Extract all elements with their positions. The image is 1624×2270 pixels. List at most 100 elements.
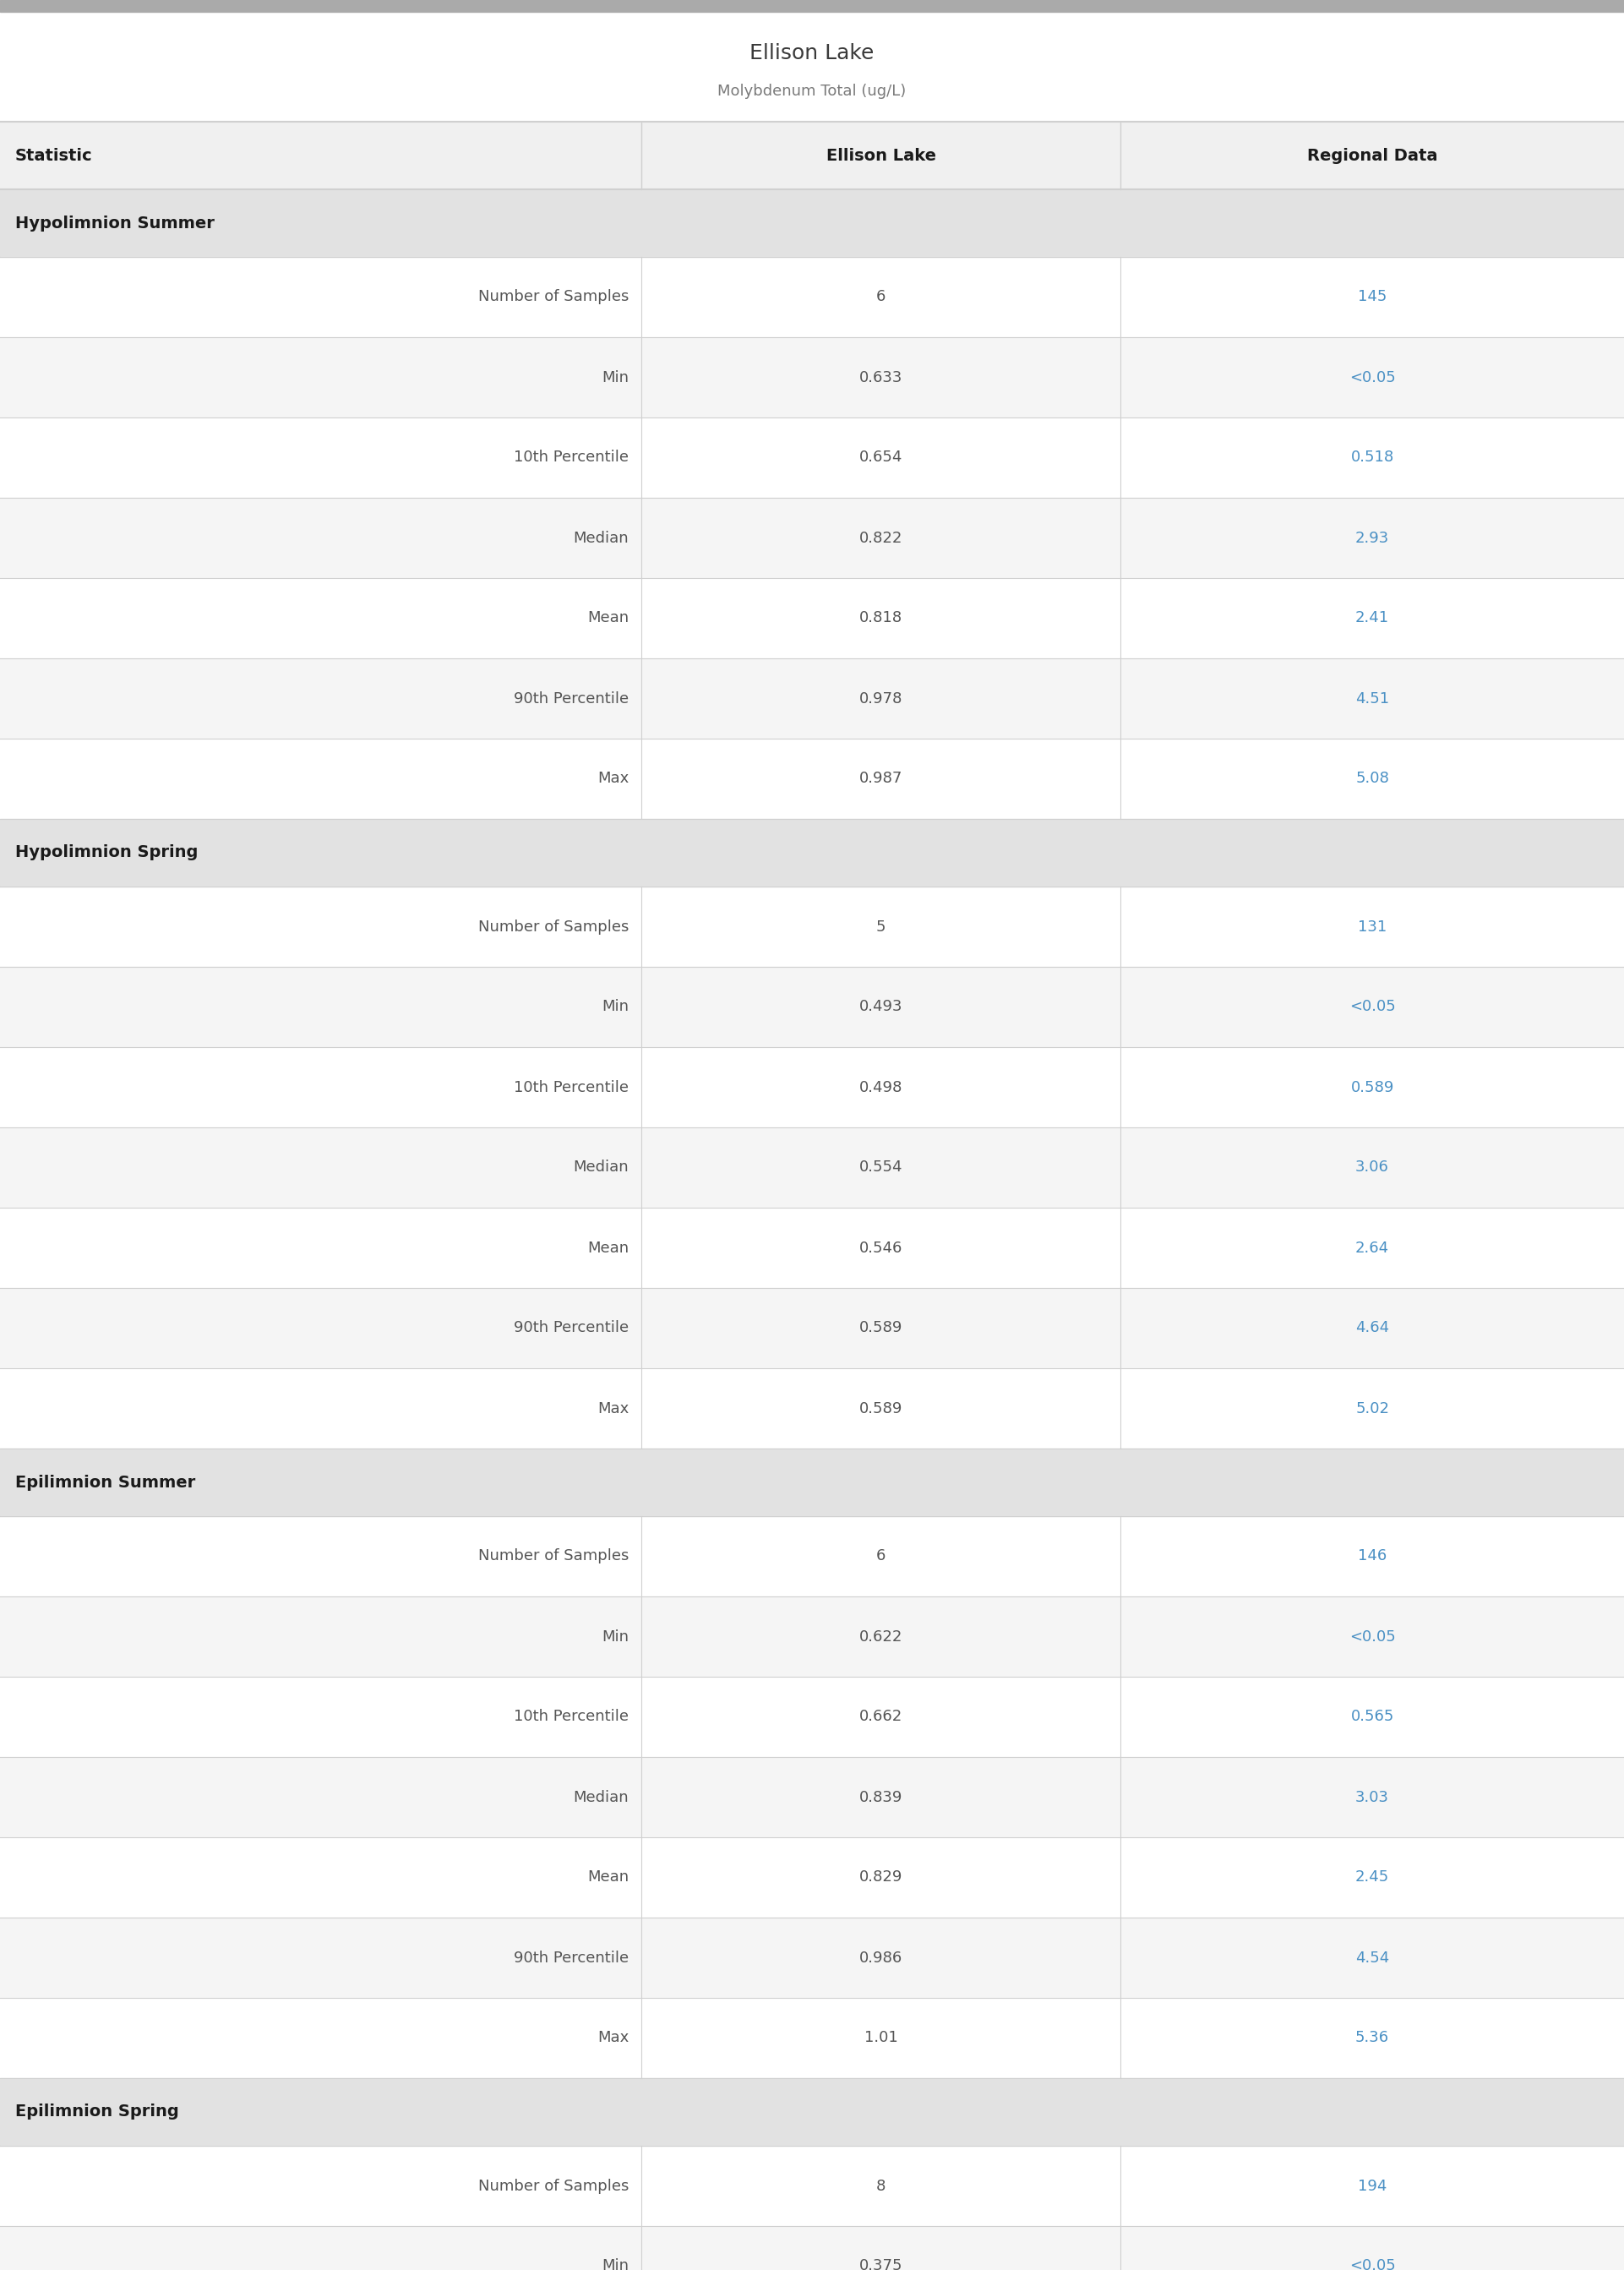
Text: Ellison Lake: Ellison Lake [750,43,874,64]
Text: <0.05: <0.05 [1350,999,1395,1015]
Bar [0,0,1624,11]
Text: 131: 131 [1358,919,1387,935]
Bar [0,1836,1624,1918]
Text: Min: Min [603,999,628,1015]
Text: 0.986: 0.986 [859,1950,903,1966]
Text: 0.589: 0.589 [1351,1081,1393,1094]
Bar [0,1998,1624,2077]
Text: <0.05: <0.05 [1350,2259,1395,2270]
Text: 0.518: 0.518 [1351,449,1393,465]
Text: 0.589: 0.589 [859,1401,903,1416]
Text: Number of Samples: Number of Samples [477,1548,628,1564]
Text: 0.654: 0.654 [859,449,903,465]
Bar [0,1596,1624,1678]
Text: Max: Max [598,772,628,785]
Text: Statistic: Statistic [15,148,93,163]
Text: 145: 145 [1358,291,1387,304]
Text: Number of Samples: Number of Samples [477,2179,628,2193]
Text: 90th Percentile: 90th Percentile [513,690,628,706]
Text: 0.987: 0.987 [859,772,903,785]
Text: Median: Median [573,531,628,545]
Text: 4.54: 4.54 [1356,1950,1389,1966]
Text: 0.589: 0.589 [859,1321,903,1335]
Text: Epilimnion Summer: Epilimnion Summer [15,1473,195,1491]
Text: 10th Percentile: 10th Percentile [513,1081,628,1094]
Text: Mean: Mean [588,1870,628,1884]
Text: 2.45: 2.45 [1356,1870,1389,1884]
Text: 10th Percentile: 10th Percentile [513,1709,628,1725]
Bar [0,967,1624,1046]
Text: 0.493: 0.493 [859,999,903,1015]
Bar [0,2145,1624,2227]
Bar [0,1287,1624,1369]
Text: 5.08: 5.08 [1356,772,1389,785]
Bar [0,1448,1624,1516]
Text: 8: 8 [877,2179,885,2193]
Bar [0,1678,1624,1757]
Text: Hypolimnion Spring: Hypolimnion Spring [15,844,198,860]
Text: 0.829: 0.829 [859,1870,903,1884]
Text: Molybdenum Total (ug/L): Molybdenum Total (ug/L) [718,84,906,98]
Bar [0,819,1624,888]
Text: Hypolimnion Summer: Hypolimnion Summer [15,216,214,232]
Bar [0,579,1624,658]
Text: 6: 6 [877,1548,885,1564]
Bar [0,2227,1624,2270]
Text: Regional Data: Regional Data [1307,148,1437,163]
Text: 2.41: 2.41 [1356,611,1389,627]
Text: 0.839: 0.839 [859,1789,903,1805]
Bar [0,1046,1624,1128]
Text: Max: Max [598,1401,628,1416]
Text: Min: Min [603,1630,628,1643]
Text: Min: Min [603,370,628,386]
Text: 2.64: 2.64 [1356,1239,1389,1255]
Text: Min: Min [603,2259,628,2270]
Bar [0,1208,1624,1287]
Bar [0,257,1624,338]
Text: <0.05: <0.05 [1350,1630,1395,1643]
Text: 0.978: 0.978 [859,690,903,706]
Text: 90th Percentile: 90th Percentile [513,1321,628,1335]
Text: Epilimnion Spring: Epilimnion Spring [15,2104,179,2120]
Bar [0,1757,1624,1836]
Text: Ellison Lake: Ellison Lake [827,148,935,163]
Text: Median: Median [573,1789,628,1805]
Text: 194: 194 [1358,2179,1387,2193]
Text: 5.36: 5.36 [1356,2029,1389,2045]
Text: 0.375: 0.375 [859,2259,903,2270]
Bar [0,2077,1624,2145]
Text: 146: 146 [1358,1548,1387,1564]
Text: 0.622: 0.622 [859,1630,903,1643]
Text: 3.03: 3.03 [1356,1789,1389,1805]
Text: 4.64: 4.64 [1356,1321,1389,1335]
Text: 3.06: 3.06 [1356,1160,1389,1176]
Text: 5.02: 5.02 [1356,1401,1389,1416]
Text: 4.51: 4.51 [1356,690,1389,706]
Text: 0.565: 0.565 [1351,1709,1393,1725]
Text: 5: 5 [877,919,885,935]
Bar [0,188,1624,257]
Text: 10th Percentile: 10th Percentile [513,449,628,465]
Text: 2.93: 2.93 [1356,531,1389,545]
Text: <0.05: <0.05 [1350,370,1395,386]
Text: Mean: Mean [588,611,628,627]
Text: 90th Percentile: 90th Percentile [513,1950,628,1966]
Text: 0.822: 0.822 [859,531,903,545]
Text: 0.498: 0.498 [859,1081,903,1094]
Text: 0.818: 0.818 [859,611,903,627]
Bar [0,1369,1624,1448]
Text: Mean: Mean [588,1239,628,1255]
Bar [0,418,1624,497]
Text: 0.546: 0.546 [859,1239,903,1255]
Bar [0,1516,1624,1596]
Bar [0,658,1624,738]
Text: Median: Median [573,1160,628,1176]
Text: 0.633: 0.633 [859,370,903,386]
Bar [0,888,1624,967]
Text: Number of Samples: Number of Samples [477,919,628,935]
Bar [0,338,1624,418]
Text: 6: 6 [877,291,885,304]
Bar [0,1128,1624,1208]
Text: Max: Max [598,2029,628,2045]
Text: 1.01: 1.01 [864,2029,898,2045]
